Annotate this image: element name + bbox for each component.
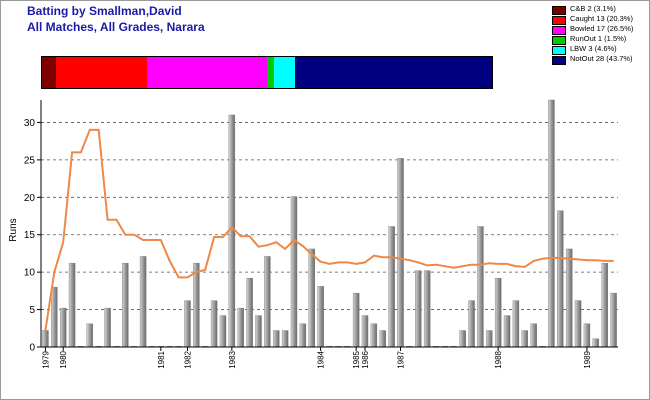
bar	[530, 323, 537, 348]
bar	[255, 315, 262, 348]
bar	[423, 270, 431, 348]
bar	[281, 330, 289, 348]
page-title: Batting by Smallman,David	[27, 4, 182, 18]
bar	[290, 196, 298, 348]
legend-label: NotOut 28 (43.7%)	[570, 54, 633, 63]
bar	[574, 300, 582, 348]
bar	[370, 323, 378, 348]
x-tick-label: 1986	[361, 350, 370, 368]
legend-label: Caught 13 (20.3%)	[570, 14, 633, 23]
y-tick-label: 15	[24, 230, 36, 241]
x-axis: 1979 1980 1981 1982 1983 1984 1985 1986 1987 1988…	[41, 346, 618, 369]
x-tick-label: 1981	[157, 350, 166, 368]
bars	[42, 99, 617, 348]
dismissal-segment	[56, 57, 148, 88]
bar	[379, 330, 386, 348]
bar	[42, 330, 49, 348]
bar	[494, 277, 502, 348]
y-axis-label: Runs	[8, 218, 19, 241]
dismissal-breakdown-bar	[41, 56, 493, 89]
bar	[317, 286, 324, 348]
bar	[184, 300, 191, 348]
y-tick-label: 10	[24, 268, 36, 279]
average-line-path	[44, 128, 614, 331]
dismissal-segment	[42, 57, 57, 88]
bar	[86, 323, 94, 348]
bar	[583, 323, 591, 348]
bar	[264, 256, 271, 348]
average-line	[44, 128, 614, 331]
bar	[601, 262, 608, 348]
bar	[468, 300, 475, 348]
bar	[51, 286, 58, 348]
legend-label: Bowled 17 (26.5%)	[570, 24, 634, 33]
bar	[459, 330, 466, 348]
bar	[237, 307, 244, 348]
bar	[592, 338, 600, 348]
legend-swatch	[552, 6, 566, 15]
bar	[219, 315, 227, 348]
page-subtitle: All Matches, All Grades, Narara	[27, 20, 205, 34]
grid-lines	[41, 122, 618, 310]
legend-label: C&B 2 (3.1%)	[570, 4, 616, 13]
x-tick-label: 1987	[397, 350, 406, 368]
bar	[299, 323, 307, 348]
y-tick-label: 20	[24, 193, 36, 204]
legend-swatch	[552, 36, 566, 45]
bar	[68, 262, 76, 348]
bar	[361, 315, 369, 348]
x-tick-label: 1984	[317, 350, 326, 368]
legend-label: RunOut 1 (1.5%)	[570, 34, 627, 43]
bar	[352, 292, 360, 348]
bar	[210, 300, 218, 348]
bar	[477, 226, 484, 348]
bar	[557, 210, 564, 348]
bar	[397, 158, 404, 348]
dismissal-segment	[274, 57, 296, 88]
legend-swatch	[552, 56, 566, 65]
bar	[512, 300, 520, 348]
y-tick-label: 30	[24, 118, 36, 129]
legend-swatch	[552, 26, 566, 35]
x-tick-label: 1985	[352, 350, 361, 368]
bar	[59, 307, 67, 348]
y-tick-label: 5	[29, 305, 35, 316]
dismissal-segment	[267, 57, 275, 88]
x-tick-label: 1982	[183, 350, 192, 368]
bar	[610, 292, 617, 348]
bar	[104, 307, 111, 348]
legend-swatch	[552, 46, 566, 55]
bar	[486, 330, 493, 348]
legend-label: LBW 3 (4.6%)	[570, 44, 617, 53]
bar	[415, 270, 422, 348]
y-tick-label: 0	[29, 343, 35, 354]
x-tick-label: 1988	[494, 350, 503, 368]
y-axis: 0 5 10 15 20 25 30 Runs	[8, 100, 42, 354]
legend-swatch	[552, 16, 566, 25]
x-tick-label: 1989	[583, 350, 592, 368]
y-tick-label: 25	[24, 155, 36, 166]
dismissal-segment	[147, 57, 267, 88]
bar	[388, 226, 395, 348]
x-tick-label: 1979	[41, 350, 50, 368]
bar	[122, 262, 129, 348]
x-tick-label: 1980	[59, 350, 68, 368]
bar	[139, 256, 147, 348]
bar	[308, 248, 315, 348]
x-tick-label: 1983	[228, 350, 237, 368]
bar	[193, 262, 200, 348]
bar	[521, 330, 529, 348]
dismissal-segment	[295, 57, 492, 88]
bar	[548, 99, 555, 348]
bar	[565, 248, 573, 348]
bar	[503, 315, 511, 348]
bar	[246, 277, 253, 348]
bar	[273, 330, 280, 348]
